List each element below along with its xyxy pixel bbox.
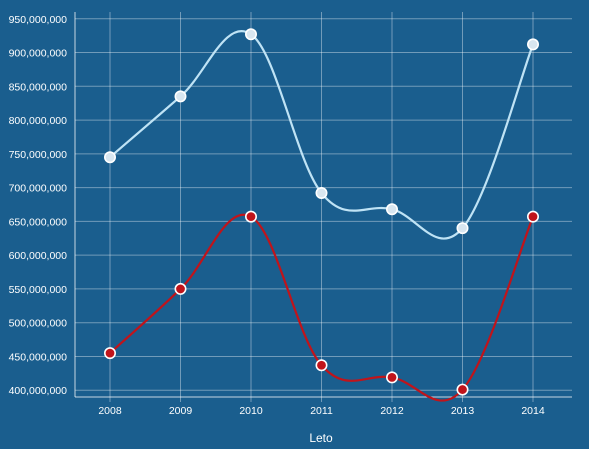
data-point-series-1[interactable] bbox=[385, 203, 398, 216]
x-tick-label: 2010 bbox=[239, 405, 263, 417]
data-point-series-2[interactable] bbox=[385, 371, 398, 384]
x-tick-label: 2013 bbox=[451, 405, 475, 417]
x-tick-label: 2014 bbox=[521, 405, 545, 417]
y-tick-label: 700,000,000 bbox=[9, 183, 68, 195]
x-tick-label: 2012 bbox=[380, 405, 404, 417]
y-tick-label: 800,000,000 bbox=[9, 115, 68, 127]
grid bbox=[75, 12, 572, 402]
data-point-series-1[interactable] bbox=[104, 151, 117, 164]
y-tick-label: 400,000,000 bbox=[9, 385, 68, 397]
y-tick-label: 950,000,000 bbox=[9, 14, 68, 26]
y-tick-label: 450,000,000 bbox=[9, 351, 68, 363]
data-point-series-1[interactable] bbox=[315, 187, 328, 200]
axes: 400,000,000 450,000,000 500,000,000 550,000… bbox=[9, 12, 572, 417]
x-axis-title: Leto bbox=[309, 431, 333, 445]
y-tick-label: 750,000,000 bbox=[9, 149, 68, 161]
data-point-series-2[interactable] bbox=[526, 210, 539, 223]
series-markers bbox=[104, 28, 539, 396]
data-point-series-1[interactable] bbox=[245, 28, 258, 41]
data-point-series-2[interactable] bbox=[174, 282, 187, 295]
data-point-series-1[interactable] bbox=[456, 222, 469, 235]
y-tick-label: 650,000,000 bbox=[9, 216, 68, 228]
data-point-series-2[interactable] bbox=[456, 383, 469, 396]
y-tick-label: 900,000,000 bbox=[9, 48, 68, 60]
data-point-series-1[interactable] bbox=[174, 90, 187, 103]
y-tick-label: 600,000,000 bbox=[9, 250, 68, 262]
data-point-series-1[interactable] bbox=[526, 38, 539, 51]
x-tick-label: 2011 bbox=[310, 405, 333, 417]
data-point-series-2[interactable] bbox=[315, 359, 328, 372]
x-tick-label: 2008 bbox=[98, 405, 122, 417]
y-tick-label: 500,000,000 bbox=[9, 318, 68, 330]
y-tick-label: 550,000,000 bbox=[9, 284, 68, 296]
data-point-series-2[interactable] bbox=[104, 347, 117, 360]
y-tick-label: 850,000,000 bbox=[9, 81, 68, 93]
data-point-series-2[interactable] bbox=[245, 210, 258, 223]
x-tick-label: 2009 bbox=[169, 405, 193, 417]
